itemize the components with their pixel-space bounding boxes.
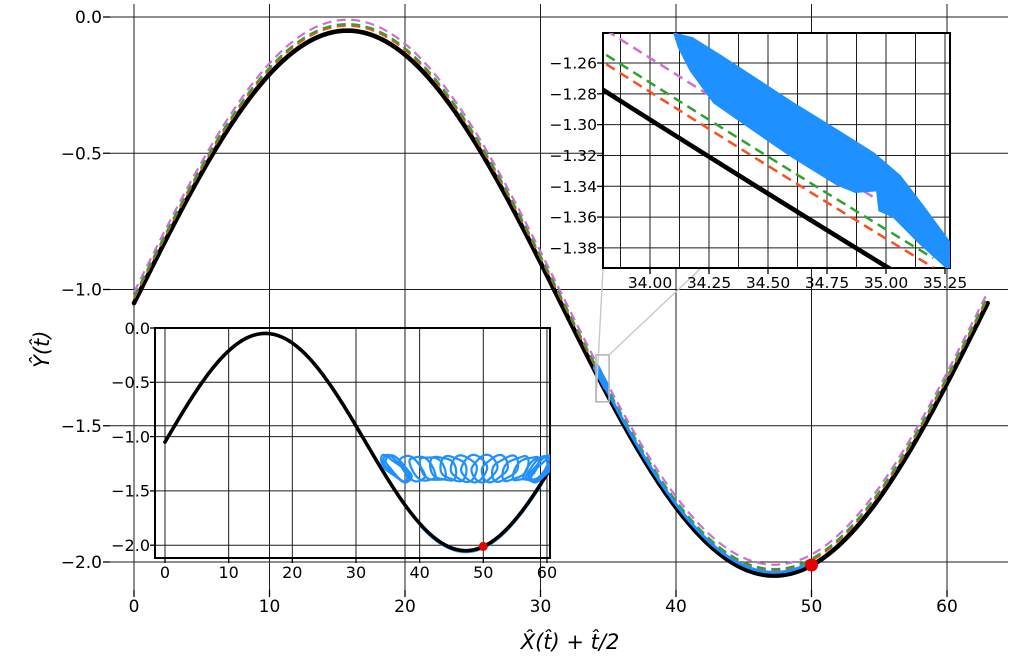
inset-loop xyxy=(439,454,468,483)
x-tick-label: 30 xyxy=(530,597,552,617)
y-tick-label: −1.36 xyxy=(550,209,598,227)
y-tick-label: −1.26 xyxy=(550,55,598,73)
inset-marker-red-dot xyxy=(478,541,488,551)
y-tick-label: −1.30 xyxy=(550,116,598,134)
x-tick-label: 0 xyxy=(129,597,140,617)
x-tick-label: 34.00 xyxy=(628,274,672,292)
inset-zoom-background xyxy=(603,33,950,268)
inset-overview-curves xyxy=(163,331,550,554)
x-tick-label: 20 xyxy=(394,597,416,617)
x-tick-label: 60 xyxy=(537,563,557,582)
x-tick-label: 50 xyxy=(473,563,493,582)
axes-spines xyxy=(154,327,551,559)
y-tick-label: −1.38 xyxy=(550,240,598,258)
inset-loop xyxy=(384,454,413,484)
dashed-green-curve xyxy=(133,22,989,571)
axes-spines xyxy=(602,32,951,269)
x-tick-label: 0 xyxy=(160,563,170,582)
x-tick-label: 30 xyxy=(346,563,366,582)
inset-loop xyxy=(527,454,550,484)
x-tick-label: 34.75 xyxy=(805,274,849,292)
inset-loop xyxy=(397,454,427,483)
inset-loop xyxy=(428,455,458,482)
dashed-magenta-curve xyxy=(133,18,989,566)
inset-loop xyxy=(501,454,530,483)
x-tick-label: 60 xyxy=(936,597,958,617)
y-tick-label: 0.0 xyxy=(125,319,150,338)
solid-black-curve xyxy=(131,28,990,578)
x-tick-label: 35.00 xyxy=(864,274,908,292)
oscillatory-blue-curve xyxy=(593,366,816,574)
x-tick-label: 40 xyxy=(665,597,687,617)
y-tick-label: −2.0 xyxy=(111,536,150,555)
y-tick-label: −2.0 xyxy=(61,553,102,573)
y-tick-label: −0.5 xyxy=(111,373,150,392)
inset-loop xyxy=(530,454,550,484)
zoom-dashed-orange xyxy=(603,60,934,268)
y-tick-label: −1.0 xyxy=(61,281,102,301)
x-tick-label: 40 xyxy=(409,563,429,582)
y-tick-label: −1.0 xyxy=(111,427,150,446)
zoom-dashed-green xyxy=(603,51,934,260)
x-tick-label: 35.25 xyxy=(923,274,967,292)
x-tick-label: 10 xyxy=(259,597,281,617)
y-tick-label: −0.5 xyxy=(61,144,102,164)
y-tick-label: −1.5 xyxy=(61,417,102,437)
x-tick-label: 50 xyxy=(801,597,823,617)
zoom-blue-band xyxy=(673,33,950,268)
zoom-connector-line xyxy=(595,267,604,402)
y-tick-label: −1.5 xyxy=(111,482,150,501)
zoom-indicator-rect xyxy=(595,354,610,403)
y-tick-label: 0.0 xyxy=(75,8,102,28)
inset-zoom-curves xyxy=(603,33,950,268)
x-tick-label: 10 xyxy=(218,563,238,582)
y-tick-label: −1.28 xyxy=(550,85,598,103)
inset-zoom: 34.00 34.25 34.50 34.75 35.00 35.25 −1.26 −1.28… xyxy=(550,32,967,292)
inset-loop xyxy=(511,455,540,482)
zoom-black-curve xyxy=(603,87,894,268)
inset-black-curve xyxy=(163,331,550,553)
x-tick-label: 34.50 xyxy=(746,274,790,292)
x-tick-label: 34.25 xyxy=(687,274,731,292)
inset-overview: 0 10 20 30 40 50 60 0.0 −0.5 −1.0 −1.5 −2.0 xyxy=(111,319,557,582)
x-tick-label: 20 xyxy=(282,563,302,582)
y-tick-label: −1.34 xyxy=(550,178,598,196)
marker-red-dot xyxy=(805,558,818,572)
y-axis-label: Ŷ(t̂) xyxy=(30,330,54,368)
y-tick-label: −1.32 xyxy=(550,147,598,165)
x-axis-label: X̂(t̂) + t̂/2 xyxy=(520,630,620,654)
